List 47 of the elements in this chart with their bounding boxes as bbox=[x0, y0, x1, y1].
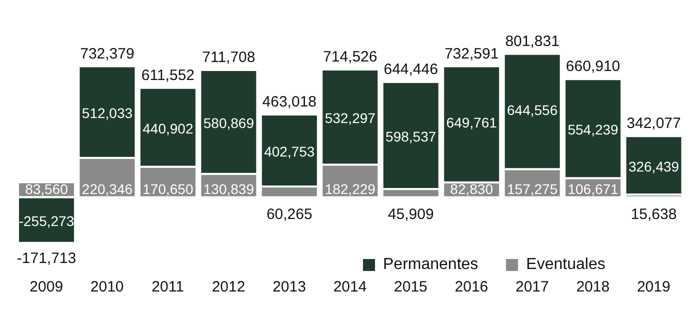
legend-label: Permanentes bbox=[382, 256, 478, 274]
data-label: 157,275 bbox=[507, 181, 558, 198]
x-tick-label: 2009 bbox=[30, 278, 64, 296]
total-label: 732,379 bbox=[80, 45, 134, 62]
data-label: 60,265 bbox=[266, 206, 312, 224]
total-label: 732,591 bbox=[444, 45, 499, 62]
total-label: 711,708 bbox=[202, 48, 256, 66]
total-label: 611,552 bbox=[141, 66, 195, 84]
data-label: 82,830 bbox=[450, 181, 494, 198]
data-label: 512,033 bbox=[82, 105, 133, 122]
x-tick-label: 2018 bbox=[576, 278, 610, 296]
total-label: 463,018 bbox=[262, 93, 317, 110]
data-label: 15,638 bbox=[630, 206, 677, 224]
x-tick-label: 2019 bbox=[636, 278, 670, 296]
data-label: 182,229 bbox=[324, 181, 376, 198]
total-label: 644,446 bbox=[384, 61, 438, 78]
total-label: 660,910 bbox=[566, 58, 620, 76]
data-label: 644,556 bbox=[507, 102, 558, 118]
x-tick-label: 2010 bbox=[90, 278, 124, 296]
total-label: 342,077 bbox=[626, 115, 681, 132]
data-label: -255,273 bbox=[18, 213, 74, 230]
x-tick-label: 2014 bbox=[333, 278, 367, 296]
total-label: -171,713 bbox=[16, 250, 76, 267]
x-tick-label: 2016 bbox=[454, 278, 488, 296]
data-label: 554,239 bbox=[568, 122, 619, 138]
data-label: 532,297 bbox=[324, 110, 376, 126]
legend-label: Eventuales bbox=[525, 256, 606, 274]
total-label: 801,831 bbox=[505, 32, 560, 50]
x-tick-label: 2011 bbox=[152, 278, 184, 296]
data-label: 402,753 bbox=[264, 143, 315, 160]
data-label: 598,537 bbox=[386, 128, 436, 145]
total-label: 714,526 bbox=[323, 48, 378, 66]
data-label: 45,909 bbox=[388, 206, 434, 224]
data-label: 580,869 bbox=[203, 114, 254, 131]
x-tick-label: 2012 bbox=[212, 278, 246, 296]
bar bbox=[624, 135, 684, 196]
data-label: 649,761 bbox=[446, 114, 498, 130]
data-label: 106,671 bbox=[568, 181, 619, 198]
x-tick-label: 2015 bbox=[394, 278, 428, 296]
data-label: 83,560 bbox=[25, 181, 68, 198]
data-label: 440,902 bbox=[142, 120, 194, 136]
data-label: 130,839 bbox=[203, 181, 254, 198]
x-tick-label: 2013 bbox=[272, 278, 306, 296]
x-tick-label: 2017 bbox=[515, 278, 549, 296]
data-label: 326,439 bbox=[628, 158, 680, 174]
data-label: 170,650 bbox=[142, 181, 194, 198]
data-label: 220,346 bbox=[82, 181, 133, 198]
